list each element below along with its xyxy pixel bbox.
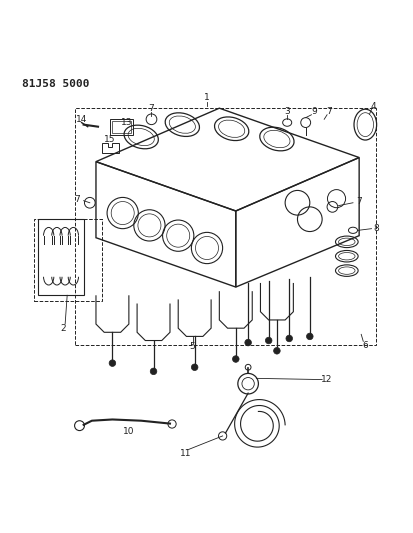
Text: 12: 12 bbox=[320, 375, 332, 384]
Text: 7: 7 bbox=[148, 104, 154, 113]
Text: 14: 14 bbox=[76, 115, 87, 124]
Circle shape bbox=[109, 360, 115, 366]
Text: 7: 7 bbox=[74, 195, 80, 204]
Bar bbox=[110, 119, 133, 135]
Bar bbox=[75, 108, 375, 345]
Text: 7: 7 bbox=[326, 107, 332, 116]
Circle shape bbox=[306, 333, 312, 340]
Circle shape bbox=[232, 356, 238, 362]
Text: 4: 4 bbox=[370, 102, 375, 111]
Bar bbox=[34, 219, 102, 302]
Text: 8: 8 bbox=[373, 224, 378, 233]
Circle shape bbox=[244, 340, 251, 346]
Text: 5: 5 bbox=[189, 342, 195, 351]
Text: 9: 9 bbox=[310, 107, 316, 116]
Text: 10: 10 bbox=[123, 427, 134, 437]
Text: 3: 3 bbox=[284, 107, 290, 116]
Text: 7: 7 bbox=[356, 197, 361, 206]
Text: 11: 11 bbox=[179, 449, 191, 458]
Text: 13: 13 bbox=[121, 118, 132, 127]
Circle shape bbox=[265, 337, 271, 344]
Text: 15: 15 bbox=[104, 135, 115, 144]
Text: 2: 2 bbox=[60, 324, 66, 333]
Text: 1: 1 bbox=[204, 93, 209, 102]
Text: 6: 6 bbox=[361, 341, 367, 350]
Bar bbox=[112, 122, 131, 133]
Circle shape bbox=[150, 368, 157, 375]
Text: 81J58 5000: 81J58 5000 bbox=[22, 79, 89, 90]
Circle shape bbox=[285, 335, 292, 342]
Circle shape bbox=[191, 364, 197, 370]
Circle shape bbox=[273, 348, 280, 354]
